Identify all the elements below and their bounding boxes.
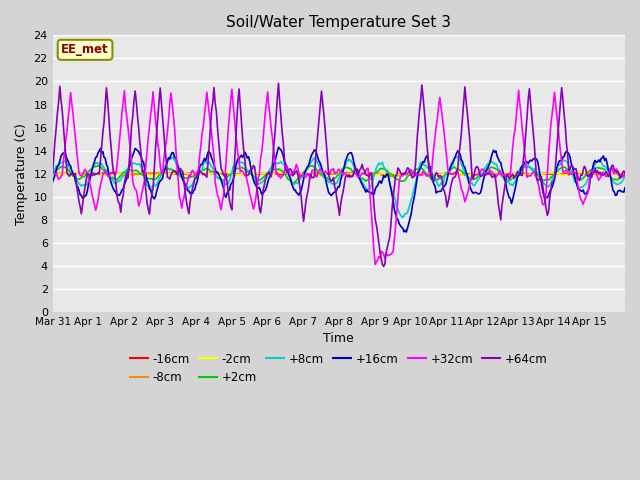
- -8cm: [290, 170, 298, 176]
- -8cm: [49, 171, 56, 177]
- +8cm: [397, 212, 404, 218]
- -16cm: [371, 171, 378, 177]
- Line: +32cm: +32cm: [52, 89, 625, 264]
- Line: +64cm: +64cm: [52, 84, 625, 266]
- -8cm: [343, 169, 351, 175]
- +2cm: [308, 163, 316, 168]
- +32cm: [291, 166, 299, 171]
- +2cm: [227, 171, 234, 177]
- -16cm: [472, 171, 479, 177]
- Text: EE_met: EE_met: [61, 43, 109, 56]
- +64cm: [472, 165, 479, 171]
- +2cm: [290, 180, 298, 186]
- +32cm: [571, 169, 579, 175]
- +8cm: [472, 181, 479, 187]
- -2cm: [575, 169, 582, 175]
- Line: +16cm: +16cm: [52, 147, 625, 232]
- -16cm: [399, 171, 406, 177]
- +64cm: [275, 81, 282, 86]
- -8cm: [399, 171, 406, 177]
- -16cm: [49, 171, 56, 177]
- +8cm: [369, 178, 377, 183]
- Y-axis label: Temperature (C): Temperature (C): [15, 123, 28, 225]
- -2cm: [371, 172, 378, 178]
- +64cm: [371, 204, 378, 209]
- +8cm: [290, 181, 298, 187]
- +64cm: [49, 169, 56, 175]
- +16cm: [49, 179, 56, 185]
- +64cm: [571, 167, 579, 172]
- +2cm: [291, 179, 299, 184]
- -8cm: [388, 174, 396, 180]
- Line: +2cm: +2cm: [52, 166, 625, 183]
- +64cm: [399, 171, 406, 177]
- +32cm: [228, 86, 236, 92]
- -8cm: [371, 170, 378, 176]
- +16cm: [227, 181, 234, 187]
- +2cm: [472, 176, 479, 181]
- +8cm: [227, 173, 234, 179]
- -16cm: [291, 170, 299, 176]
- -16cm: [385, 172, 392, 178]
- +64cm: [380, 264, 387, 269]
- +8cm: [49, 173, 56, 179]
- +16cm: [275, 144, 282, 150]
- Line: +8cm: +8cm: [52, 157, 625, 217]
- +32cm: [49, 170, 56, 176]
- +16cm: [571, 175, 579, 181]
- +8cm: [621, 172, 629, 178]
- +64cm: [621, 170, 629, 176]
- +16cm: [403, 229, 410, 235]
- X-axis label: Time: Time: [323, 333, 354, 346]
- +8cm: [571, 179, 579, 185]
- -16cm: [571, 170, 579, 176]
- +8cm: [399, 215, 406, 220]
- -2cm: [570, 169, 577, 175]
- Line: -2cm: -2cm: [52, 172, 625, 177]
- +32cm: [371, 250, 378, 255]
- -16cm: [621, 171, 629, 177]
- +16cm: [397, 224, 405, 230]
- Title: Soil/Water Temperature Set 3: Soil/Water Temperature Set 3: [227, 15, 451, 30]
- -8cm: [621, 171, 629, 177]
- -2cm: [49, 172, 56, 178]
- -2cm: [291, 170, 299, 176]
- -8cm: [472, 170, 479, 176]
- +2cm: [621, 172, 629, 178]
- Line: -16cm: -16cm: [52, 172, 625, 175]
- +16cm: [472, 190, 479, 195]
- -2cm: [397, 170, 405, 176]
- Legend: -16cm, -8cm, -2cm, +2cm, +8cm, +16cm, +32cm, +64cm: -16cm, -8cm, -2cm, +2cm, +8cm, +16cm, +3…: [125, 348, 552, 389]
- +16cm: [291, 187, 299, 193]
- -2cm: [470, 171, 478, 177]
- +32cm: [371, 262, 379, 267]
- +16cm: [371, 191, 378, 197]
- +64cm: [227, 204, 234, 209]
- +2cm: [571, 174, 579, 180]
- +16cm: [621, 185, 629, 191]
- +2cm: [371, 170, 379, 176]
- +64cm: [291, 169, 299, 175]
- -8cm: [227, 172, 234, 178]
- +8cm: [452, 154, 460, 160]
- +2cm: [49, 171, 56, 177]
- -8cm: [571, 171, 579, 177]
- -16cm: [111, 169, 118, 175]
- -2cm: [621, 170, 629, 176]
- -2cm: [83, 174, 91, 180]
- +2cm: [399, 179, 406, 184]
- Line: -8cm: -8cm: [52, 172, 625, 177]
- +32cm: [227, 97, 234, 103]
- +32cm: [472, 172, 479, 178]
- -2cm: [228, 171, 236, 177]
- +32cm: [621, 172, 629, 178]
- -16cm: [228, 171, 236, 177]
- +32cm: [399, 173, 406, 179]
